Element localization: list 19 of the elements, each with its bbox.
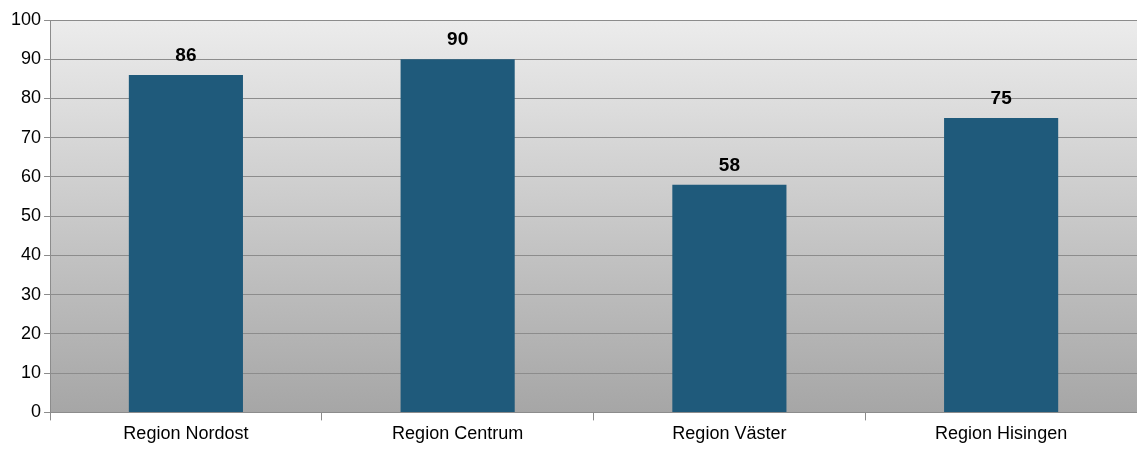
data-label: 90 [447, 27, 469, 49]
y-tick-label: 20 [21, 322, 42, 343]
y-tick-label: 70 [21, 126, 42, 147]
y-tick-label: 80 [21, 87, 42, 108]
y-tick-label: 50 [21, 205, 42, 226]
y-tick-label: 40 [21, 244, 42, 265]
data-label: 58 [718, 153, 740, 175]
x-tick-label: Region Hisingen [935, 423, 1068, 444]
y-tick-label: 90 [21, 48, 42, 69]
y-tick-label: 30 [21, 283, 42, 304]
y-tick-label: 10 [21, 362, 42, 383]
y-tick-label: 100 [10, 8, 42, 29]
x-tick-label: Region Väster [672, 423, 787, 444]
x-tick-label: Region Centrum [392, 423, 524, 444]
data-label: 86 [175, 43, 197, 65]
y-tick-label: 0 [31, 401, 42, 422]
y-tick-label: 60 [21, 165, 42, 186]
x-tick-label: Region Nordost [123, 423, 249, 444]
data-label: 75 [990, 86, 1013, 108]
